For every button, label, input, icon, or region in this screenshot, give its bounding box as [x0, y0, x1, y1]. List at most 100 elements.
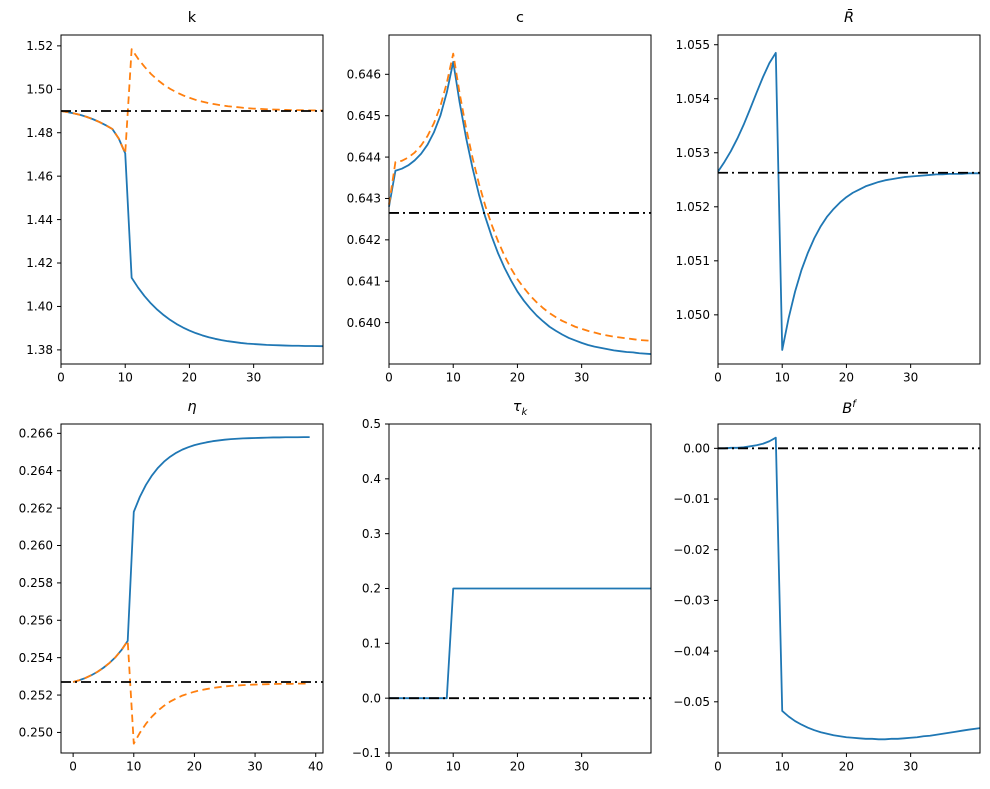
chart-k-solid-line [60, 110, 324, 348]
chart-tau-k-x-tick-label: 20 [510, 760, 525, 774]
chart-c-y-tick-label: 0.644 [347, 150, 381, 164]
chart-eta-x-tick-label: 30 [247, 760, 262, 774]
chart-title-k: k [61, 10, 323, 26]
chart-eta-axes-spines [60, 423, 324, 754]
chart-tau-k-y-tick-label: 0.3 [362, 527, 381, 541]
chart-eta-solid-line [72, 436, 310, 683]
chart-R-bar-y-tick-label: 1.054 [676, 92, 710, 106]
chart-eta-y-tick-label: 0.254 [19, 651, 53, 665]
chart-title-B-f-superscript: f [852, 399, 856, 410]
chart-title-eta-text: η [187, 399, 197, 415]
chart-k-y-tick-label: 1.46 [26, 169, 53, 183]
chart-k-dashed-line [60, 48, 324, 155]
chart-title-eta: η [61, 399, 323, 415]
chart-k: 1.38 1.40 1.42 1.44 1.46 1.48 1.50 1.52 0 10 20 30 [26, 34, 324, 385]
chart-title-R-bar-text: R̄ [843, 10, 855, 26]
chart-title-tau-k-base: τ [512, 399, 522, 415]
chart-eta-dashed-line [72, 639, 310, 745]
chart-R-bar-y-tick-label: 1.052 [676, 200, 710, 214]
chart-R-bar-x-tick-label: 10 [775, 371, 790, 385]
chart-eta-y-tick-label: 0.266 [19, 427, 53, 441]
chart-k-axes-spines [60, 34, 324, 365]
chart-B-f-y-tick-label: −0.03 [673, 594, 710, 608]
chart-tau-k-y-tick-label: 0.2 [362, 582, 381, 596]
chart-tau-k-axes-spines [388, 423, 652, 754]
chart-k-y-tick-label: 1.44 [26, 213, 53, 227]
chart-title-tau-k: τk [389, 399, 651, 418]
chart-R-bar-axes-spines [717, 34, 981, 365]
chart-eta-x-tick-label: 20 [187, 760, 202, 774]
chart-c: 0.640 0.641 0.642 0.643 0.644 0.645 0.646 0 10 20… [347, 34, 652, 385]
chart-title-tau-k-subscript: k [521, 406, 528, 418]
chart-k-y-tick-label: 1.38 [26, 343, 53, 357]
chart-B-f-x-tick-label: 20 [839, 760, 854, 774]
chart-tau-k-x-tick-label: 30 [574, 760, 589, 774]
chart-k-x-tick-label: 0 [57, 371, 65, 385]
chart-eta-y-tick-label: 0.262 [19, 501, 53, 515]
chart-c-y-tick-label: 0.641 [347, 274, 381, 288]
chart-k-x-tick-label: 10 [118, 371, 133, 385]
chart-eta-y-tick-label: 0.256 [19, 613, 53, 627]
chart-c-y-tick-label: 0.646 [347, 68, 381, 82]
chart-B-f-y-tick-label: 0.00 [683, 442, 710, 456]
chart-c-x-tick-label: 30 [574, 371, 589, 385]
chart-eta-x-tick-label: 10 [126, 760, 141, 774]
chart-eta: 0.250 0.252 0.254 0.256 0.258 0.260 0.262 0.264… [19, 423, 324, 774]
chart-B-f-solid-line [718, 436, 981, 741]
chart-R-bar-solid-line [717, 51, 980, 351]
chart-eta-y-tick-label: 0.258 [19, 576, 53, 590]
chart-tau-k-y-tick-label: 0.0 [362, 691, 381, 705]
chart-eta-x-tick-label: 0 [69, 760, 77, 774]
chart-B-f-y-tick-label: −0.02 [673, 543, 710, 557]
chart-B-f-x-tick-label: 10 [775, 760, 790, 774]
chart-c-x-tick-label: 20 [510, 371, 525, 385]
chart-k-x-tick-label: 30 [246, 371, 261, 385]
chart-B-f: −0.05 −0.04 −0.03 −0.02 −0.01 0.00 0 10 20 30 [673, 423, 981, 774]
chart-k-y-tick-label: 1.40 [26, 300, 53, 314]
chart-tau-k-y-tick-label: 0.5 [362, 417, 381, 431]
chart-c-y-tick-label: 0.643 [347, 192, 381, 206]
chart-c-y-tick-label: 0.640 [347, 316, 381, 330]
chart-c-axes-spines [388, 34, 652, 365]
chart-c-y-tick-label: 0.642 [347, 233, 381, 247]
chart-B-f-y-tick-label: −0.04 [673, 644, 710, 658]
chart-c-solid-line [388, 61, 652, 355]
chart-title-k-text: k [187, 10, 197, 26]
chart-B-f-y-tick-label: −0.01 [673, 492, 710, 506]
chart-c-x-tick-label: 0 [385, 371, 393, 385]
chart-k-y-tick-label: 1.48 [26, 126, 53, 140]
chart-title-c-text: c [516, 10, 524, 26]
chart-c-y-tick-label: 0.645 [347, 109, 381, 123]
chart-eta-y-tick-label: 0.260 [19, 539, 53, 553]
chart-tau-k-x-tick-label: 0 [385, 760, 393, 774]
chart-k-x-tick-label: 20 [182, 371, 197, 385]
chart-tau-k-y-tick-label: 0.1 [362, 637, 381, 651]
chart-tau-k-solid-line [389, 587, 651, 700]
chart-title-B-f: Bf [718, 399, 980, 417]
chart-B-f-x-tick-label: 30 [903, 760, 918, 774]
chart-R-bar-x-tick-label: 0 [714, 371, 722, 385]
chart-k-y-tick-label: 1.42 [26, 256, 53, 270]
chart-tau-k: −0.1 0.0 0.1 0.2 0.3 0.4 0.5 0 10 20 30 [352, 417, 652, 774]
chart-eta-y-tick-label: 0.250 [19, 726, 53, 740]
chart-R-bar-y-tick-label: 1.055 [676, 38, 710, 52]
chart-B-f-y-tick-label: −0.05 [673, 695, 710, 709]
chart-R-bar: 1.050 1.051 1.052 1.053 1.054 1.055 0 10 20 30 [676, 34, 981, 385]
chart-k-y-tick-label: 1.50 [26, 82, 53, 96]
chart-c-x-tick-label: 10 [446, 371, 461, 385]
chart-R-bar-x-tick-label: 20 [839, 371, 854, 385]
chart-R-bar-y-tick-label: 1.050 [676, 308, 710, 322]
chart-k-y-tick-label: 1.52 [26, 39, 53, 53]
chart-title-c: c [389, 10, 651, 26]
chart-tau-k-x-tick-label: 10 [446, 760, 461, 774]
chart-B-f-x-tick-label: 0 [714, 760, 722, 774]
chart-eta-y-tick-label: 0.252 [19, 688, 53, 702]
chart-title-B-f-base: B [842, 400, 853, 417]
chart-eta-x-tick-label: 40 [308, 760, 323, 774]
chart-R-bar-y-tick-label: 1.053 [676, 146, 710, 160]
chart-B-f-axes-spines [717, 423, 981, 754]
chart-eta-y-tick-label: 0.264 [19, 464, 53, 478]
chart-R-bar-y-tick-label: 1.051 [676, 254, 710, 268]
chart-c-dashed-line [388, 52, 652, 342]
